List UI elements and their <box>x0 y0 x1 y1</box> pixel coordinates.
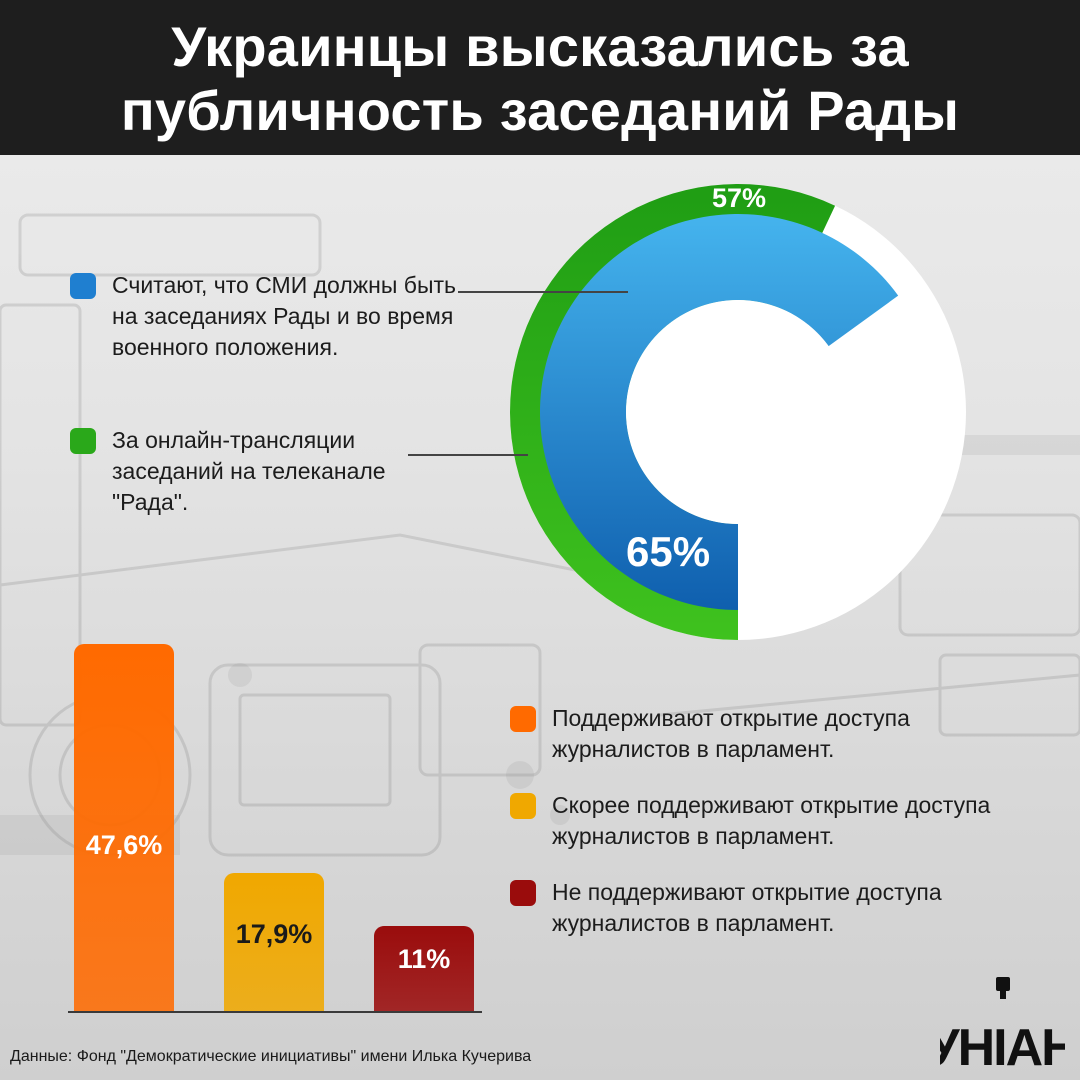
bar-label-3: 11% <box>397 944 451 975</box>
unian-logo: УНІАН <box>940 977 1065 1070</box>
legend-label-media: Считают, что СМИ должны быть на заседани… <box>112 272 456 360</box>
legend-media-at-sessions: Считают, что СМИ должны быть на заседани… <box>70 270 510 363</box>
legend-label-rather-support: Скорее поддерживают открытие доступа жур… <box>552 792 991 849</box>
page-title-line-1: Украинцы высказались за <box>171 15 909 78</box>
legend-swatch-blue <box>70 273 96 299</box>
title-banner: Украинцы высказались за публичность засе… <box>0 0 1080 155</box>
legend-swatch-yellow <box>510 793 536 819</box>
bar-label-2: 17,9% <box>235 919 313 950</box>
legend-online-broadcast: За онлайн-трансляции заседаний на телека… <box>70 425 430 518</box>
legend-swatch-green <box>70 428 96 454</box>
data-source-note: Данные: Фонд "Демократические инициативы… <box>10 1048 532 1065</box>
donut-hole <box>626 300 850 524</box>
donut-label-57: 57% <box>712 183 767 213</box>
bar-1 <box>74 644 174 1011</box>
legend-support: Поддерживают открытие доступа журналисто… <box>510 703 1050 765</box>
legend-swatch-dark-red <box>510 880 536 906</box>
legend-rather-support: Скорее поддерживают открытие доступа жур… <box>510 790 1050 852</box>
bar-3 <box>374 926 474 1011</box>
legend-swatch-orange <box>510 706 536 732</box>
legend-not-support: Не поддерживают открытие доступа журнали… <box>510 877 1050 939</box>
legend-label-broadcast: За онлайн-трансляции заседаний на телека… <box>112 427 386 515</box>
bar-chart-baseline <box>68 1011 482 1013</box>
donut-label-65: 65% <box>626 528 711 575</box>
bar-label-1: 47,6% <box>85 830 163 861</box>
page-title-line-2: публичность заседаний Рады <box>120 79 960 142</box>
svg-text:УНІАН: УНІАН <box>940 1019 1065 1070</box>
legend-label-support: Поддерживают открытие доступа журналисто… <box>552 705 910 762</box>
donut-inner-ring-blue <box>540 213 899 610</box>
bar-2 <box>224 873 324 1011</box>
legend-label-not-support: Не поддерживают открытие доступа журнали… <box>552 879 942 936</box>
